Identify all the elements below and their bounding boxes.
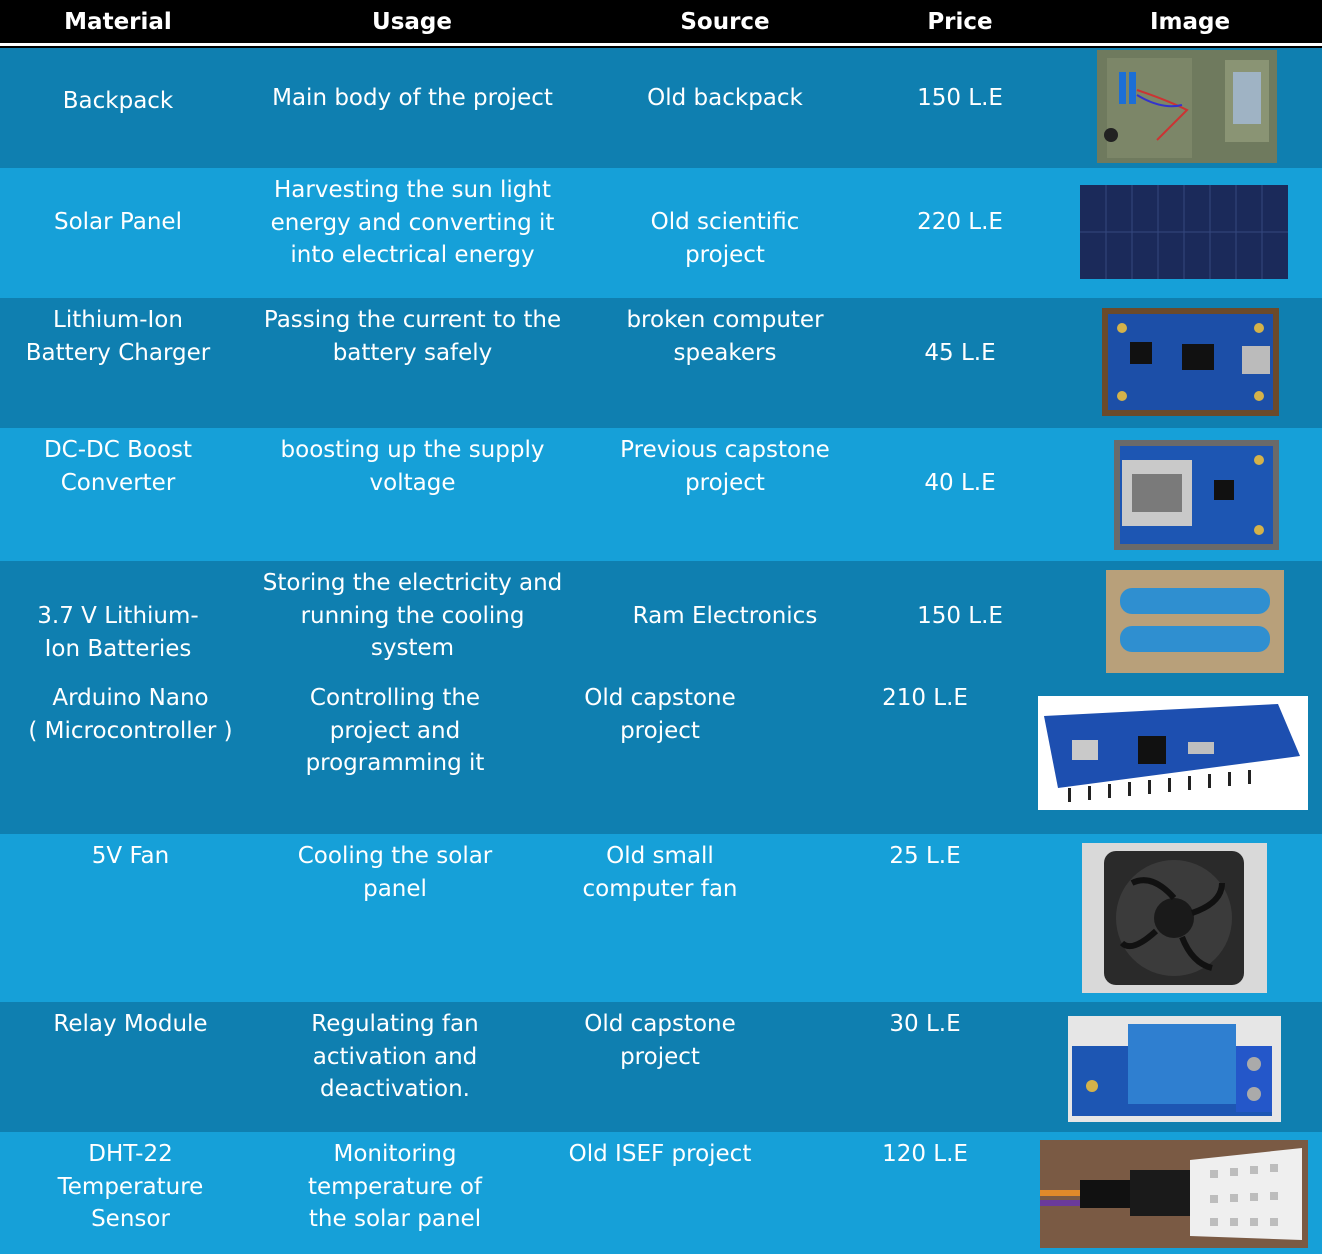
solar-panel-photo-icon: [1080, 185, 1288, 279]
cell-price: 120 L.E: [882, 1141, 968, 1167]
cell-source: Old capstone project: [584, 1011, 736, 1070]
cell-material: DC-DC Boost Converter: [43, 437, 193, 496]
cell-source: Old small computer fan: [582, 843, 738, 902]
table-header: Material Usage Source Price Image: [0, 0, 1322, 46]
cell-usage: Harvesting the sun light energy and conv…: [270, 177, 555, 268]
cell-price: 40 L.E: [924, 470, 996, 496]
cell-usage: Controlling the project and programming …: [305, 685, 485, 776]
header-source: Source: [680, 9, 770, 35]
cell-material: Backpack: [62, 88, 174, 114]
cell-source: Ram Electronics: [632, 603, 818, 629]
table-row: DC-DC Boost Converter boosting up the su…: [0, 428, 1322, 561]
arduino-nano-photo-icon: [1038, 696, 1308, 810]
cell-price: 210 L.E: [882, 685, 968, 711]
cell-price: 45 L.E: [924, 340, 996, 366]
boost-converter-photo-icon: [1114, 440, 1279, 550]
charger-board-photo-icon: [1102, 308, 1279, 416]
table-row: DHT-22 Temperature Sensor Monitoring tem…: [0, 1132, 1322, 1254]
cell-usage: boosting up the supply voltage: [280, 437, 545, 496]
table-row: 5V Fan Cooling the solar panel Old small…: [0, 834, 1322, 1002]
cell-price: 150 L.E: [917, 85, 1003, 111]
cell-usage: Main body of the project: [272, 85, 553, 111]
cell-usage: Monitoring temperature of the solar pane…: [307, 1141, 483, 1232]
cell-material: Solar Panel: [54, 209, 182, 235]
table-row: 3.7 V Lithium- Ion Batteries Storing the…: [0, 561, 1322, 676]
backpack-photo-icon: [1097, 50, 1277, 163]
cell-material: Arduino Nano ( Microcontroller ): [28, 685, 233, 744]
fan-photo-icon: [1082, 843, 1267, 993]
cell-usage: Cooling the solar panel: [297, 843, 493, 902]
cell-usage: Storing the electricity and running the …: [262, 570, 563, 661]
relay-module-photo-icon: [1068, 1016, 1281, 1122]
batteries-photo-icon: [1106, 570, 1284, 673]
cell-material: DHT-22 Temperature Sensor: [57, 1141, 204, 1232]
cell-source: broken computer speakers: [626, 307, 824, 366]
table-row: Lithium-Ion Battery Charger Passing the …: [0, 298, 1322, 428]
cell-material: Relay Module: [53, 1011, 208, 1037]
cell-material: 3.7 V Lithium- Ion Batteries: [37, 603, 199, 662]
table-row: Solar Panel Harvesting the sun light ene…: [0, 168, 1322, 298]
cell-material: Lithium-Ion Battery Charger: [25, 307, 211, 366]
cell-price: 30 L.E: [889, 1011, 961, 1037]
table-row: Arduino Nano ( Microcontroller ) Control…: [0, 676, 1322, 834]
cell-price: 150 L.E: [917, 603, 1003, 629]
cell-usage: Passing the current to the battery safel…: [263, 307, 562, 366]
cell-source: Old scientific project: [650, 209, 800, 268]
cell-source: Previous capstone project: [620, 437, 830, 496]
cell-material: 5V Fan: [91, 843, 170, 869]
cell-source: Old backpack: [647, 85, 803, 111]
cell-source: Old ISEF project: [568, 1141, 752, 1167]
header-usage: Usage: [372, 9, 452, 35]
header-image: Image: [1149, 9, 1231, 35]
cell-usage: Regulating fan activation and deactivati…: [311, 1011, 479, 1102]
table-row: Relay Module Regulating fan activation a…: [0, 1002, 1322, 1132]
cell-source: Old capstone project: [584, 685, 736, 744]
table-row: Backpack Main body of the project Old ba…: [0, 48, 1322, 168]
header-material: Material: [64, 9, 172, 35]
header-price: Price: [927, 9, 993, 35]
dht22-sensor-photo-icon: [1040, 1140, 1308, 1248]
cell-price: 25 L.E: [889, 843, 961, 869]
cell-price: 220 L.E: [917, 209, 1003, 235]
